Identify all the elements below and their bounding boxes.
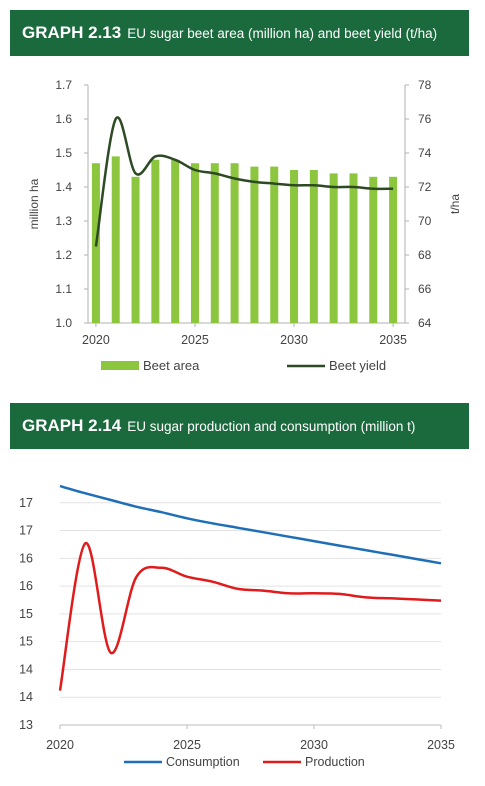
- production-line: [58, 542, 442, 691]
- x-tick-label: 2025: [173, 738, 201, 752]
- graph-2-13-header: GRAPH 2.13 EU sugar beet area (million h…: [10, 10, 469, 56]
- y2-tick-label: 68: [418, 248, 432, 262]
- beet-area-bar: [329, 173, 338, 323]
- x-tick-label: 2035: [379, 333, 407, 347]
- y-tick-label: 1.4: [55, 180, 72, 194]
- legend-production-label: Production: [305, 755, 365, 769]
- y-tick-label: 1.5: [55, 146, 72, 160]
- y2-tick-label: 66: [418, 282, 432, 296]
- x-tick-label: 2020: [46, 738, 74, 752]
- y2-tick-label: 70: [418, 214, 432, 228]
- beet-area-bar: [389, 176, 398, 323]
- y-tick-label: 14: [19, 690, 33, 704]
- beet-area-bar: [369, 176, 378, 323]
- beet-area-bar: [151, 159, 160, 323]
- x-tick-label: 2030: [300, 738, 328, 752]
- beet-area-bar: [290, 170, 299, 323]
- beet-area-bar: [111, 156, 120, 323]
- graph-2-13-title: EU sugar beet area (million ha) and beet…: [127, 25, 438, 41]
- beet-area-bar: [270, 166, 279, 323]
- beet-area-bar: [349, 173, 358, 323]
- x-tick-label: 2020: [82, 333, 110, 347]
- y-tick-label: 17: [19, 496, 33, 510]
- x-tick-label: 2025: [181, 333, 209, 347]
- legend-beet-yield-label: Beet yield: [329, 358, 386, 373]
- legend-consumption-label: Consumption: [166, 755, 240, 769]
- y2-tick-label: 74: [418, 146, 432, 160]
- x-tick-label: 2030: [280, 333, 308, 347]
- legend-beet-area-swatch: [101, 361, 139, 370]
- y-tick-label: 13: [19, 718, 33, 732]
- beet-yield-line: [94, 116, 394, 247]
- beet-area-bar: [190, 163, 199, 323]
- y2-tick-label: 76: [418, 112, 432, 126]
- graph-2-14-header: GRAPH 2.14 EU sugar production and consu…: [10, 403, 469, 449]
- y-tick-label: 16: [19, 579, 33, 593]
- y-tick-label: 1.6: [55, 112, 72, 126]
- y-tick-label: 17: [19, 524, 33, 538]
- y-tick-label: 1.0: [55, 316, 72, 330]
- beet-area-bar: [230, 163, 239, 323]
- consumption-line: [59, 484, 442, 565]
- y-tick-label: 1.1: [55, 282, 72, 296]
- beet-area-bar: [171, 159, 180, 323]
- y2-tick-label: 72: [418, 180, 432, 194]
- graph-2-14-title: EU sugar production and consumption (mil…: [127, 418, 416, 434]
- legend-beet-area-label: Beet area: [143, 358, 200, 373]
- y-tick-label: 1.7: [55, 78, 72, 92]
- y-tick-label: 14: [19, 662, 33, 676]
- y2-tick-label: 64: [418, 316, 432, 330]
- graph-2-13-number: GRAPH 2.13: [22, 23, 122, 42]
- y2-axis-label: t/ha: [448, 194, 462, 214]
- y-tick-label: 16: [19, 551, 33, 565]
- beet-area-bar: [309, 170, 318, 323]
- y2-tick-label: 78: [418, 78, 432, 92]
- x-tick-label: 2035: [427, 738, 455, 752]
- y-tick-label: 1.2: [55, 248, 72, 262]
- beet-area-bar: [210, 163, 219, 323]
- beet-area-bar: [250, 166, 259, 323]
- y-tick-label: 15: [19, 607, 33, 621]
- y-tick-label: 15: [19, 635, 33, 649]
- graph-2-14-number: GRAPH 2.14: [22, 416, 122, 435]
- y-axis-label: million ha: [27, 178, 41, 229]
- beet-area-yield-chart: 1.0 1.1 1.2 1.3 1.4 1.5 1.6 1.7 64 66 68 70 72 74 76 78…: [27, 78, 462, 373]
- y-tick-label: 1.3: [55, 214, 72, 228]
- beet-area-bar: [131, 176, 140, 323]
